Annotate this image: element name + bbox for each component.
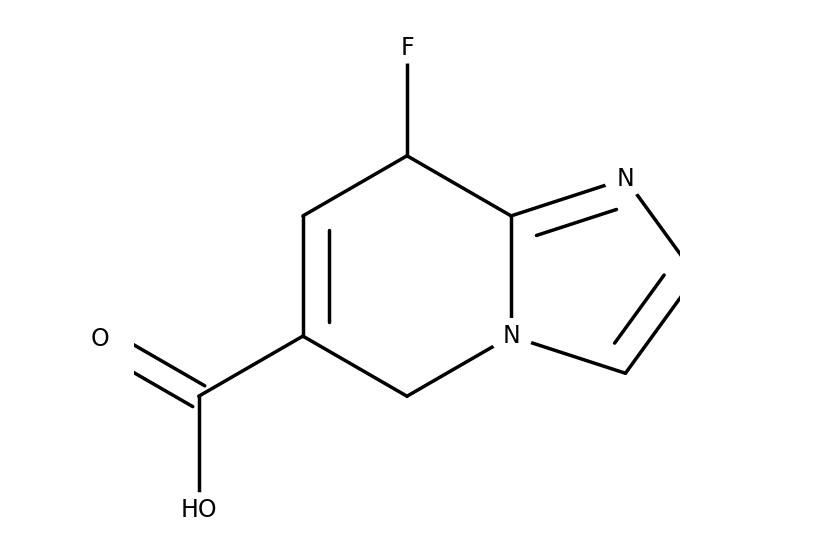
Ellipse shape bbox=[391, 32, 423, 63]
Text: N: N bbox=[616, 167, 634, 191]
Text: N: N bbox=[502, 324, 520, 348]
Ellipse shape bbox=[84, 324, 116, 354]
Text: F: F bbox=[400, 35, 414, 60]
Text: HO: HO bbox=[181, 498, 217, 522]
Ellipse shape bbox=[605, 161, 646, 196]
Ellipse shape bbox=[173, 493, 225, 528]
Ellipse shape bbox=[490, 319, 532, 354]
Text: O: O bbox=[90, 327, 109, 351]
